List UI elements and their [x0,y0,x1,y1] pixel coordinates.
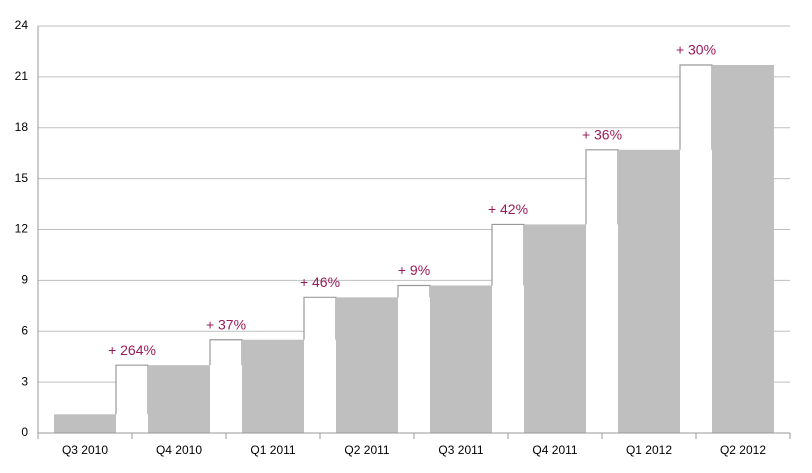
bar [712,65,774,434]
y-tick-label: 6 [21,323,28,337]
bar [242,339,304,433]
growth-label: + 46% [300,274,340,290]
bar [148,365,210,433]
growth-box [116,365,148,433]
bar [618,149,680,433]
x-tick-label: Q4 2010 [156,443,202,457]
x-tick-label: Q3 2011 [438,443,483,457]
growth-box [304,297,336,433]
bar [336,297,398,433]
growth-box [210,339,242,433]
x-tick-label: Q1 2012 [626,443,672,457]
x-tick-label: Q1 2011 [250,443,295,457]
x-tick-label: Q4 2011 [532,443,577,457]
y-tick-label: 18 [15,120,29,134]
growth-label: + 37% [206,316,246,332]
growth-box [398,285,430,433]
growth-label: + 42% [488,201,528,217]
x-tick-label: Q2 2011 [344,443,389,457]
growth-box [492,224,524,433]
y-tick-label: 3 [21,374,28,388]
y-tick-label: 21 [15,69,29,83]
growth-box [680,65,712,434]
growth-label: + 9% [398,262,430,278]
y-tick-label: 0 [21,425,28,439]
growth-box [586,149,618,433]
x-tick-label: Q2 2012 [720,443,766,457]
growth-label: + 264% [108,342,156,358]
bar [524,224,586,433]
x-tick-label: Q3 2010 [62,443,108,457]
y-tick-label: 12 [15,222,29,236]
y-tick-label: 9 [21,273,28,287]
y-tick-label: 24 [15,18,29,32]
bar [54,414,116,433]
growth-label: + 36% [582,126,622,142]
y-tick-label: 15 [15,171,29,185]
bar [430,285,492,433]
growth-label: + 30% [676,42,716,58]
